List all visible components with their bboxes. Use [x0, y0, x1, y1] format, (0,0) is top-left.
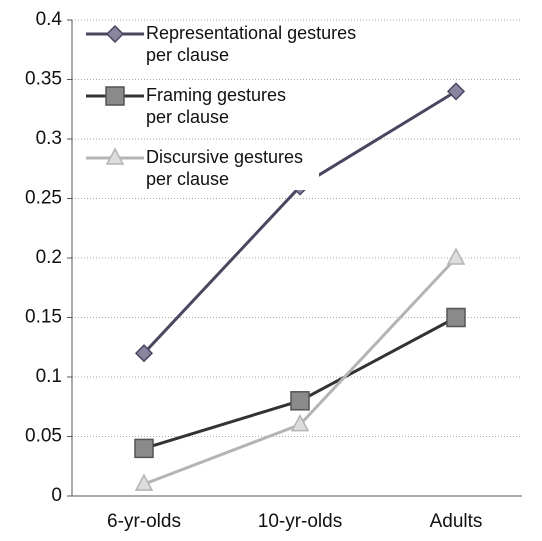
- y-tick-label: 0.1: [36, 366, 62, 387]
- y-tick-label: 0.25: [25, 188, 62, 209]
- data-point: [446, 247, 466, 265]
- data-point: [134, 473, 154, 491]
- legend-marker: [105, 86, 125, 106]
- data-point: [446, 307, 466, 328]
- data-point: [290, 414, 310, 432]
- y-tick-label: 0.3: [36, 128, 62, 149]
- series-line: [142, 90, 457, 355]
- x-tick-label: 6-yr-olds: [107, 511, 181, 532]
- y-tick-label: 0.4: [36, 9, 63, 30]
- legend-label: Framing gestures per clause: [146, 84, 301, 128]
- legend-label: Representational gestures per clause: [146, 22, 371, 66]
- data-point: [446, 82, 466, 101]
- data-point: [134, 344, 154, 363]
- legend-marker: [105, 24, 125, 44]
- x-tick-label: 10-yr-olds: [258, 511, 342, 532]
- data-point: [134, 438, 154, 459]
- data-point: [290, 391, 310, 411]
- y-tick-label: 0: [51, 485, 62, 506]
- y-tick-label: 0.15: [25, 307, 62, 328]
- y-tick-label: 0.05: [25, 426, 62, 447]
- legend-marker: [105, 147, 125, 165]
- x-tick-label: Adults: [430, 511, 483, 532]
- y-tick-label: 0.2: [36, 247, 62, 268]
- y-tick-label: 0.35: [25, 69, 62, 90]
- series-line: [143, 256, 458, 486]
- legend-label: Discursive gestures per clause: [146, 146, 319, 190]
